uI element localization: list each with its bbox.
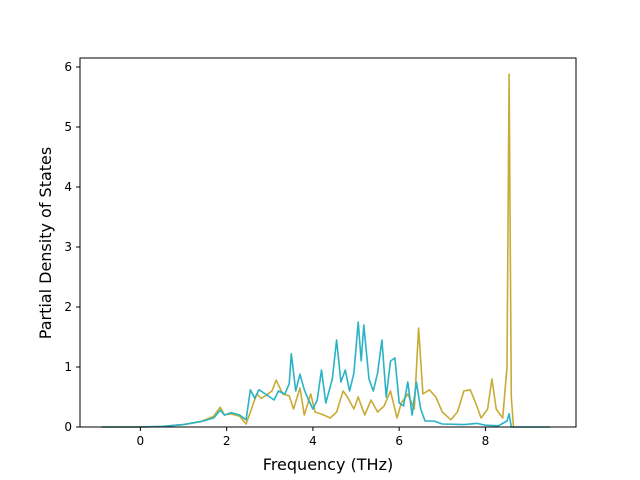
x-axis-label: Frequency (THz): [263, 455, 393, 474]
y-tick-label: 3: [64, 240, 72, 254]
series-line-1: [101, 73, 515, 428]
plot-background: [80, 58, 576, 427]
y-tick-label: 5: [64, 120, 72, 134]
x-axis-ticks: 0 2 4 6 8: [137, 427, 490, 448]
x-tick-label: 0: [137, 434, 145, 448]
y-tick-label: 6: [64, 60, 72, 74]
y-tick-label: 2: [64, 300, 72, 314]
x-tick-label: 2: [223, 434, 231, 448]
y-tick-label: 1: [64, 360, 72, 374]
plot-frame: [79, 57, 577, 428]
x-tick-label: 8: [482, 434, 490, 448]
y-tick-label: 0: [64, 420, 72, 434]
x-tick-label: 6: [395, 434, 403, 448]
x-tick-label: 4: [309, 434, 317, 448]
y-axis-label: Partial Density of States: [36, 147, 55, 339]
series-line-2: [101, 321, 551, 428]
y-axis-ticks: 0 1 2 3 4 5 6: [64, 60, 80, 434]
series-layer: [101, 73, 551, 428]
y-tick-label: 4: [64, 180, 72, 194]
